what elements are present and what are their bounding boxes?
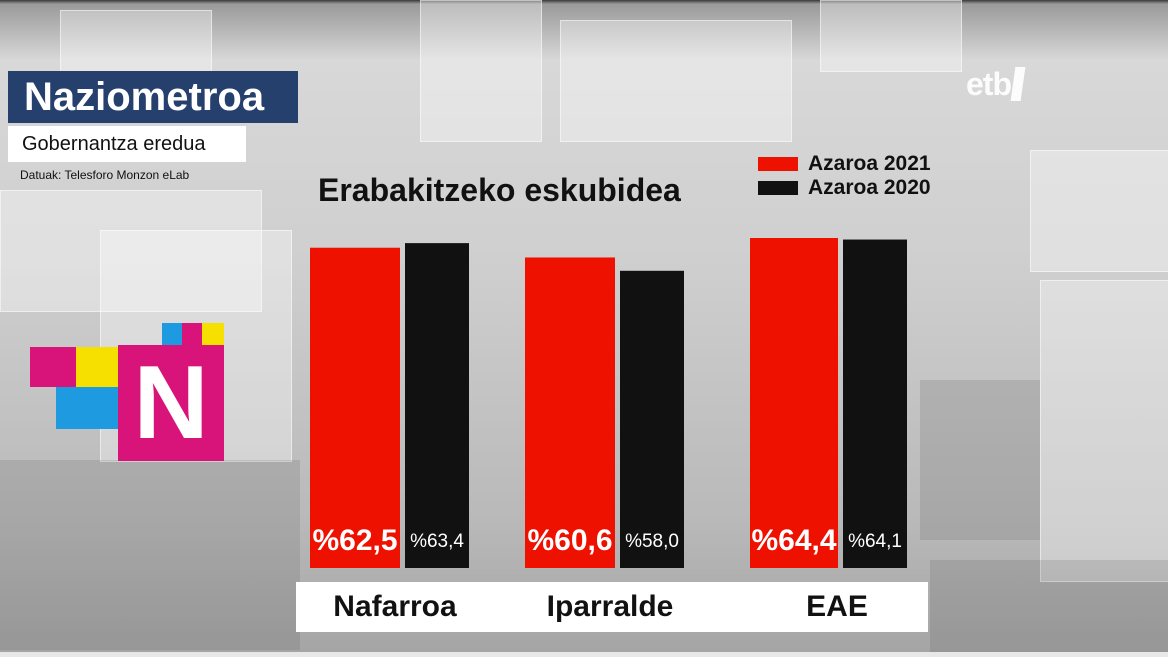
data-label-nafarroa-2020: %63,4 <box>410 531 464 552</box>
data-label-iparralde-2020: %58,0 <box>625 531 679 552</box>
bottom-strip <box>0 652 1168 657</box>
etb-logo-text: etb <box>966 66 1012 102</box>
data-label-eae-2021: %64,4 <box>751 524 836 557</box>
bar-eae-2020 <box>843 239 907 568</box>
bar-nafarroa-2020 <box>405 243 469 569</box>
program-subtitle: Gobernantza eredua <box>8 126 246 162</box>
data-label-eae-2020: %64,1 <box>848 531 902 552</box>
legend-label-2020: Azaroa 2020 <box>808 176 931 199</box>
bar-iparralde-2020 <box>620 270 684 568</box>
chart-legend: Azaroa 2021 Azaroa 2020 <box>758 152 931 200</box>
legend-swatch-2020 <box>758 181 798 195</box>
data-source: Datuak: Telesforo Monzon eLab <box>20 168 190 182</box>
category-label-nafarroa: Nafarroa <box>333 590 457 623</box>
category-label-eae: EAE <box>806 590 868 623</box>
legend-label-2021: Azaroa 2021 <box>808 152 931 175</box>
program-title: Naziometroa <box>8 71 298 123</box>
legend-item-2020: Azaroa 2020 <box>758 176 931 200</box>
chart-title: Erabakitzeko eskubidea <box>318 172 681 208</box>
data-label-iparralde-2021: %60,6 <box>527 524 612 557</box>
data-label-nafarroa-2021: %62,5 <box>312 524 397 557</box>
legend-item-2021: Azaroa 2021 <box>758 152 931 176</box>
category-axis-band <box>296 582 928 632</box>
category-label-iparralde: Iparralde <box>546 590 674 623</box>
etb-logo: etb <box>966 66 1026 103</box>
legend-swatch-2021 <box>758 157 798 171</box>
bar-iparralde-2021 <box>525 257 615 568</box>
bar-eae-2021 <box>750 238 838 568</box>
bar-nafarroa-2021 <box>310 247 400 568</box>
